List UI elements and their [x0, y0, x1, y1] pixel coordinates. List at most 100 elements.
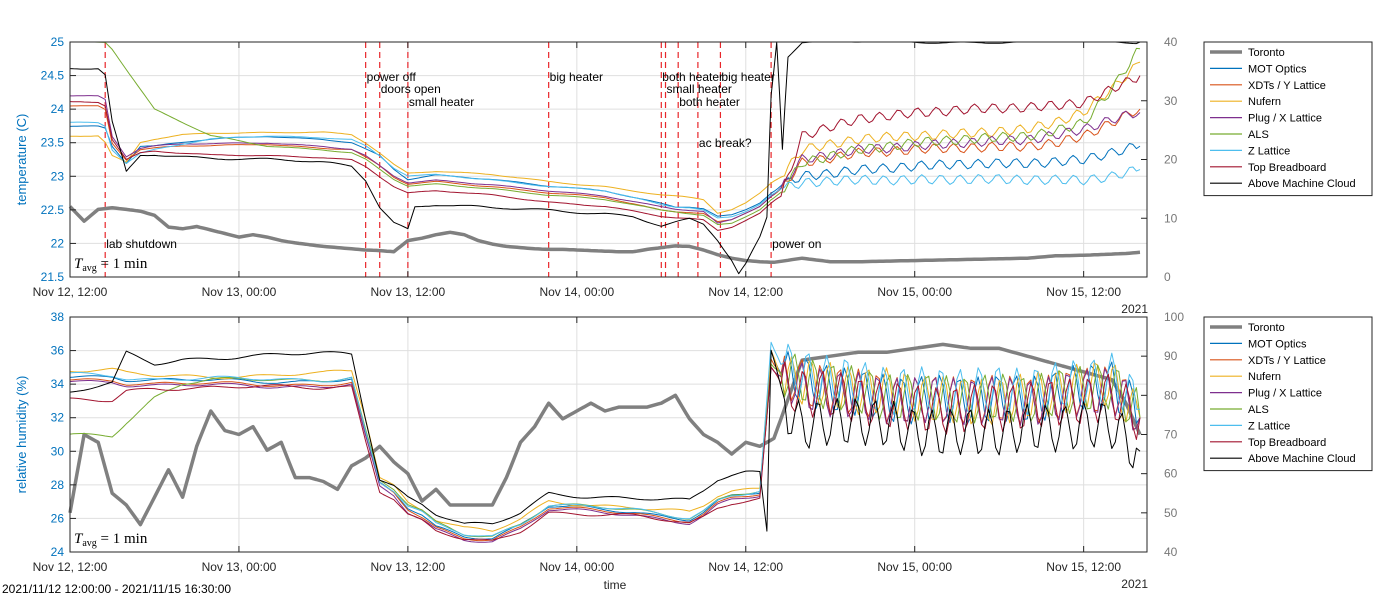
- legend-item: ALS: [1248, 404, 1269, 416]
- x-tick-label: Nov 13, 00:00: [202, 560, 277, 574]
- right-y-tick-label: 20: [1164, 153, 1178, 167]
- humidity-panel: Nov 12, 12:00 Nov 13, 00:00 Nov 13, 12:00 N…: [14, 310, 1373, 591]
- y-tick-label: 34: [51, 377, 65, 391]
- legend: Toronto MOT Optics XDTs / Y Lattice Nufern P…: [1203, 316, 1373, 472]
- plot-area: [70, 317, 1147, 552]
- right-y-tick-label: 70: [1164, 428, 1178, 442]
- event-label: power off: [367, 70, 417, 84]
- x-axis-label: time: [604, 578, 627, 592]
- legend-item: ALS: [1248, 129, 1269, 141]
- series-toronto: [68, 205, 1141, 265]
- event-label: small heater: [409, 95, 474, 109]
- y-tick-label: 25: [51, 35, 65, 49]
- legend-item: XDTs / Y Lattice: [1248, 355, 1326, 367]
- right-y-tick-label: 10: [1164, 211, 1178, 225]
- x-tick-label: Nov 14, 12:00: [708, 560, 783, 574]
- y-tick-label: 22: [51, 236, 65, 250]
- event-label: ac break?: [699, 136, 752, 150]
- legend-item: Z Lattice: [1248, 145, 1290, 157]
- series-nufern: [69, 61, 1141, 214]
- y-tick-label: 22.5: [41, 203, 65, 217]
- y-tick-label: 24: [51, 545, 65, 559]
- legend-item: Plug / X Lattice: [1248, 113, 1322, 125]
- x-tick-label: Nov 15, 12:00: [1046, 285, 1121, 299]
- x-tick-label: Nov 14, 00:00: [539, 560, 614, 574]
- y-tick-label: 38: [51, 310, 65, 324]
- y-tick-label: 21.5: [41, 270, 65, 284]
- series-group: [68, 341, 1142, 543]
- series-top-breadboard: [69, 361, 1141, 541]
- x-tick-label: Nov 14, 12:00: [708, 285, 783, 299]
- x-tick-label: Nov 12, 12:00: [33, 285, 108, 299]
- legend-item: Plug / X Lattice: [1248, 388, 1322, 400]
- y-tick-label: 23: [51, 169, 65, 183]
- legend-item: XDTs / Y Lattice: [1248, 80, 1326, 92]
- y-tick-label: 36: [51, 344, 65, 358]
- legend-item: MOT Optics: [1248, 338, 1307, 350]
- event-markers: [104, 42, 772, 277]
- series-z-lattice: [70, 121, 1141, 219]
- event-label: both heater: [679, 95, 740, 109]
- series-toronto: [68, 342, 1142, 527]
- plot-area: [70, 42, 1147, 277]
- legend-item: Nufern: [1248, 96, 1281, 108]
- y-tick-label: 32: [51, 411, 65, 425]
- series-above-machine-cloud: [69, 349, 1141, 532]
- legend-item: Top Breadboard: [1248, 437, 1326, 449]
- year-label: 2021: [1121, 577, 1148, 591]
- x-tick-label: Nov 15, 00:00: [877, 560, 952, 574]
- event-label: small heater: [667, 82, 732, 96]
- series-xdts-y-lattice: [69, 105, 1141, 223]
- event-label: power on: [772, 237, 821, 251]
- y-tick-label: 30: [51, 444, 65, 458]
- y-tick-label: 24: [51, 102, 65, 116]
- right-y-tick-label: 80: [1164, 388, 1178, 402]
- legend: Toronto MOT Optics XDTs / Y Lattice Nufern P…: [1203, 41, 1373, 197]
- legend-item: Z Lattice: [1248, 420, 1290, 432]
- right-y-tick-label: 40: [1164, 545, 1178, 559]
- y-tick-label: 28: [51, 478, 65, 492]
- time-range-label: 2021/11/12 12:00:00 - 2021/11/15 16:30:0…: [2, 582, 231, 596]
- series-mot-optics: [69, 350, 1141, 540]
- series-z-lattice: [69, 341, 1141, 537]
- right-y-tick-label: 30: [1164, 94, 1178, 108]
- event-label: both heater: [662, 70, 723, 84]
- right-y-tick-label: 40: [1164, 35, 1178, 49]
- event-label: big heater: [550, 70, 603, 84]
- legend-item: Top Breadboard: [1248, 162, 1326, 174]
- y-tick-label: 24.5: [41, 69, 65, 83]
- right-y-tick-label: 100: [1164, 310, 1184, 324]
- event-label: big heater: [721, 70, 774, 84]
- year-label: 2021: [1121, 302, 1148, 316]
- legend-item: Nufern: [1248, 371, 1281, 383]
- legend-item: MOT Optics: [1248, 63, 1307, 75]
- right-y-tick-label: 60: [1164, 467, 1178, 481]
- y-axis-label: relative humidity (%): [14, 376, 29, 494]
- event-label: doors open: [381, 82, 441, 96]
- right-y-tick-label: 0: [1164, 270, 1171, 284]
- temperature-panel: Nov 12, 12:00 Nov 13, 00:00 Nov 13, 12:00 N…: [14, 35, 1373, 316]
- legend-item: Toronto: [1248, 322, 1285, 334]
- legend-box: [1203, 41, 1373, 197]
- right-y-tick-label: 50: [1164, 506, 1178, 520]
- averaging-annotation: Tavg = 1 min: [74, 531, 148, 549]
- y-tick-label: 26: [51, 511, 65, 525]
- legend-item: Toronto: [1248, 47, 1285, 59]
- x-tick-label: Nov 13, 00:00: [202, 285, 277, 299]
- legend-box: [1203, 316, 1373, 472]
- event-label: lab shutdown: [106, 237, 177, 251]
- averaging-annotation: Tavg = 1 min: [74, 256, 148, 274]
- x-tick-label: Nov 15, 00:00: [877, 285, 952, 299]
- x-tick-label: Nov 12, 12:00: [33, 560, 108, 574]
- legend-item: Above Machine Cloud: [1248, 453, 1356, 465]
- right-y-tick-label: 90: [1164, 349, 1178, 363]
- x-tick-label: Nov 15, 12:00: [1046, 560, 1121, 574]
- series-top-breadboard: [69, 75, 1141, 231]
- y-tick-label: 23.5: [41, 136, 65, 150]
- legend-item: Above Machine Cloud: [1248, 178, 1356, 190]
- x-tick-label: Nov 14, 00:00: [539, 285, 614, 299]
- series-als: [70, 41, 1141, 225]
- y-axis-label: temperature (C): [14, 114, 29, 206]
- x-tick-label: Nov 13, 12:00: [371, 560, 446, 574]
